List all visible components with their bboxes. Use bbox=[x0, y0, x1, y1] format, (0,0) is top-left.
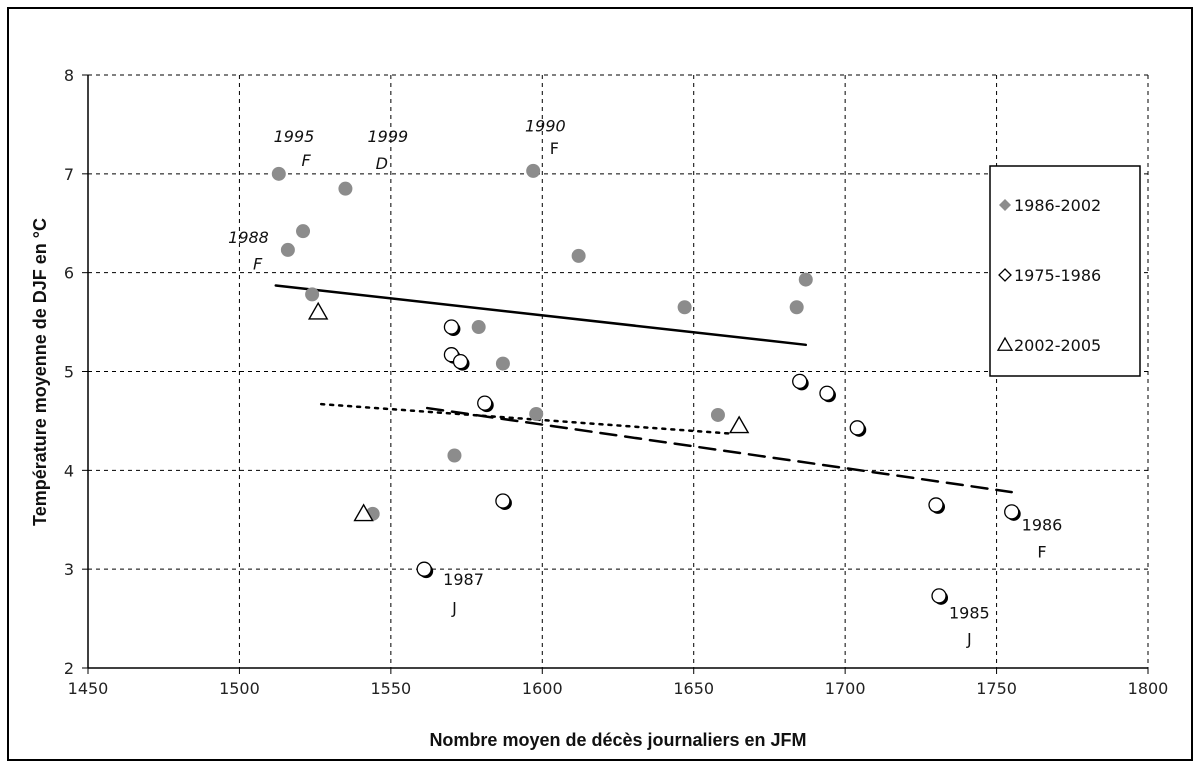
point-1986-2002 bbox=[526, 163, 541, 178]
trendline-solid bbox=[274, 284, 808, 347]
point-1986-2002 bbox=[271, 166, 286, 181]
marker-face bbox=[928, 497, 944, 513]
marker-face bbox=[452, 353, 469, 370]
y-tick-label: 5 bbox=[64, 363, 74, 382]
annotation-label: 1987 bbox=[443, 570, 484, 589]
point-1986-2002 bbox=[447, 448, 462, 463]
grid bbox=[88, 74, 1149, 668]
marker-face bbox=[477, 395, 493, 411]
point-1986-2002 bbox=[677, 300, 692, 315]
point-1975-1986 bbox=[792, 373, 809, 391]
point-1986-2002 bbox=[710, 407, 725, 422]
marker-face bbox=[849, 420, 865, 436]
x-tick-label: 1650 bbox=[673, 679, 714, 698]
legend-label: 1975-1986 bbox=[1014, 266, 1101, 285]
x-tick-label: 1500 bbox=[219, 679, 260, 698]
legend-marker bbox=[999, 199, 1011, 211]
annotation-label: J bbox=[966, 629, 972, 648]
point-1986-2002 bbox=[529, 406, 544, 421]
trendline-dashed bbox=[425, 406, 1013, 494]
annotation-label: 1990 bbox=[525, 116, 566, 135]
chart-frame bbox=[7, 7, 1193, 761]
x-axis-title: Nombre moyen de décès journaliers en JFM bbox=[429, 730, 806, 750]
y-axis-title: Température moyenne de DJF en °C bbox=[30, 218, 50, 526]
legend-marker bbox=[998, 268, 1012, 282]
x-tick-label: 1550 bbox=[370, 679, 411, 698]
data-points bbox=[271, 163, 1021, 605]
trendlines bbox=[274, 284, 1013, 494]
point-2002-2005 bbox=[728, 415, 750, 434]
annotation-label: F bbox=[550, 139, 559, 158]
point-1986-2002 bbox=[495, 356, 510, 371]
annotation-label: F bbox=[253, 255, 263, 274]
annotation-label: F bbox=[1037, 542, 1046, 561]
marker-face bbox=[1004, 504, 1020, 520]
point-2002-2005 bbox=[307, 301, 329, 320]
point-1975-1986 bbox=[416, 561, 434, 579]
annotation-label: 1986 bbox=[1022, 516, 1063, 535]
point-1975-1986 bbox=[1004, 504, 1021, 521]
annotation-label: D bbox=[376, 154, 388, 173]
y-tick-label: 8 bbox=[64, 66, 74, 85]
legend: 1986-2002 1975-1986 2002-2005 bbox=[989, 165, 1141, 377]
x-tick-label: 1700 bbox=[825, 679, 866, 698]
point-1986-2002 bbox=[471, 320, 486, 335]
ticks: 1450 1500 1550 1600 1650 1700 1750 1800 2 3 4 5 6 7 8 bbox=[64, 66, 1169, 698]
point-1975-1986 bbox=[477, 395, 494, 413]
point-1986-2002 bbox=[305, 287, 320, 302]
marker-face bbox=[931, 588, 947, 604]
point-1975-1986 bbox=[931, 588, 949, 605]
annotation-label: 1988 bbox=[228, 228, 269, 247]
point-1986-2002 bbox=[789, 300, 804, 315]
trendline-dotted bbox=[319, 402, 735, 436]
point-1975-1986 bbox=[928, 497, 945, 514]
point-1975-1986 bbox=[819, 385, 836, 403]
legend-label: 2002-2005 bbox=[1014, 336, 1101, 355]
legend-label: 1986-2002 bbox=[1014, 196, 1101, 215]
x-tick-label: 1600 bbox=[522, 679, 563, 698]
point-1975-1986 bbox=[495, 493, 512, 510]
annotation-label: F bbox=[301, 151, 311, 170]
marker-face bbox=[819, 385, 835, 401]
legend-box bbox=[989, 165, 1141, 377]
y-tick-label: 2 bbox=[64, 659, 74, 678]
annotation-label: 1995 bbox=[274, 127, 315, 146]
point-1975-1986 bbox=[452, 353, 470, 371]
point-1986-2002 bbox=[338, 181, 353, 196]
point-2002-2005 bbox=[353, 503, 374, 522]
point-1986-2002 bbox=[296, 224, 311, 239]
y-tick-label: 3 bbox=[64, 560, 74, 579]
point-1975-1986 bbox=[443, 319, 461, 337]
x-tick-label: 1450 bbox=[68, 679, 109, 698]
y-tick-label: 7 bbox=[64, 165, 74, 184]
point-1986-2002 bbox=[571, 248, 586, 263]
x-tick-label: 1750 bbox=[976, 679, 1017, 698]
marker-face bbox=[495, 493, 511, 509]
point-1986-2002 bbox=[280, 242, 295, 257]
annotations: 1995 F 1999 D 1990 F 1988 F 1987 J 1985 J 1986 F bbox=[228, 116, 1062, 648]
x-tick-label: 1800 bbox=[1128, 679, 1169, 698]
y-tick-label: 4 bbox=[64, 461, 74, 480]
marker-face bbox=[416, 561, 432, 577]
marker-face bbox=[792, 373, 808, 390]
annotation-label: 1999 bbox=[367, 127, 408, 146]
annotation-label: J bbox=[451, 599, 457, 618]
legend-marker bbox=[996, 336, 1014, 351]
y-tick-label: 6 bbox=[64, 264, 74, 283]
marker-face bbox=[443, 319, 460, 335]
point-1986-2002 bbox=[798, 272, 813, 287]
point-1975-1986 bbox=[849, 420, 867, 437]
annotation-label: 1985 bbox=[949, 604, 990, 623]
